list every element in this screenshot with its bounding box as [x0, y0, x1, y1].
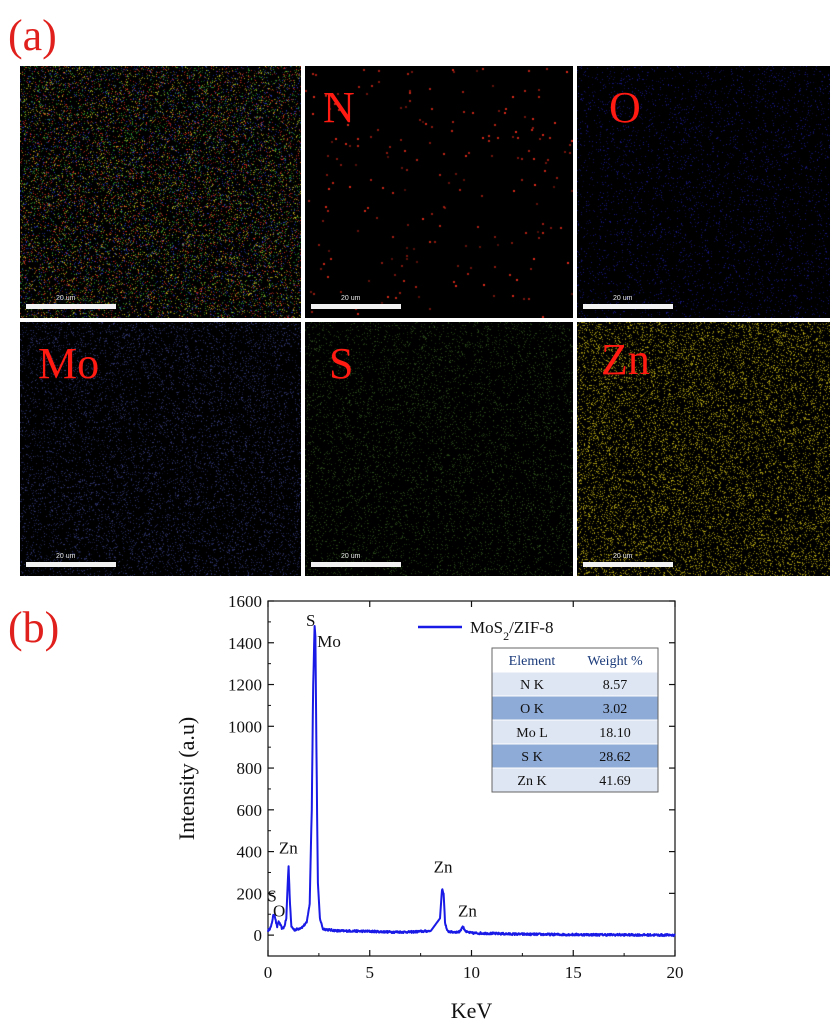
map-image — [305, 322, 573, 576]
table-cell: O K — [520, 702, 544, 717]
scale-label: 20 um — [341, 553, 361, 560]
y-tick-label: 1000 — [228, 717, 262, 736]
table-cell: 3.02 — [603, 702, 628, 717]
chart-axes: 0 5 10 15 2002004006008001000120014001600KeV… — [174, 592, 684, 1023]
peak-label: S — [267, 887, 276, 906]
table-cell: 28.62 — [599, 750, 631, 765]
table-cell: S K — [521, 750, 542, 765]
chart-series — [267, 625, 676, 938]
eds-map-s: S 20 um — [305, 322, 573, 576]
eds-map-zn: Zn 20 um — [577, 322, 830, 576]
map-element-label: Zn — [601, 335, 650, 384]
x-tick-label: 5 — [366, 963, 375, 982]
x-tick-label: 20 — [667, 963, 684, 982]
y-tick-label: 600 — [237, 801, 263, 820]
y-tick-label: 400 — [237, 843, 263, 862]
map-image — [577, 322, 830, 576]
table-cell: 18.10 — [599, 726, 631, 741]
scale-label: 20 um — [613, 553, 633, 560]
peak-label: Zn — [458, 901, 477, 920]
table-cell: 8.57 — [603, 678, 628, 693]
y-tick-label: 0 — [254, 926, 263, 945]
panel-a-label: (a) — [8, 11, 57, 60]
table-cell: 41.69 — [599, 774, 631, 789]
y-tick-label: 800 — [237, 759, 263, 778]
chart-legend: MoS2/ZIF-8 — [418, 618, 553, 643]
panel-b-label: (b) — [8, 603, 60, 652]
peak-label: Mo — [317, 632, 341, 651]
table-border — [491, 647, 659, 793]
eds-map-o: O 20 um — [577, 66, 830, 318]
peak-label: S — [306, 611, 315, 630]
scale-bar — [26, 304, 116, 309]
table-header: Weight % — [587, 654, 643, 669]
table-cell: Mo L — [516, 726, 548, 741]
y-tick-label: 1600 — [228, 592, 262, 611]
y-tick-label: 1400 — [228, 634, 262, 653]
x-tick-label: 15 — [565, 963, 582, 982]
scale-bar — [26, 562, 116, 567]
peak-label: O — [273, 901, 285, 920]
table-row — [491, 767, 659, 793]
map-element-label: O — [609, 83, 641, 132]
eds-map-n: N 20 um — [305, 66, 573, 318]
table-cell: N K — [520, 678, 544, 693]
y-axis-label: Intensity (a.u) — [174, 717, 199, 840]
legend-label: MoS2/ZIF-8 — [470, 618, 553, 643]
map-element-label: N — [323, 83, 355, 132]
scale-bar — [583, 304, 673, 309]
table-row — [491, 695, 659, 721]
map-image — [577, 66, 830, 318]
map-image — [305, 66, 573, 318]
eds-spectrum-chart: 0 5 10 15 2002004006008001000120014001600KeV… — [174, 592, 684, 1023]
eds-map-overlay: 20 um — [20, 66, 301, 318]
series-line — [267, 625, 676, 938]
table-header: Element — [509, 654, 556, 669]
scale-bar — [311, 562, 401, 567]
x-tick-label: 10 — [463, 963, 480, 982]
map-element-label: S — [329, 339, 354, 388]
scale-label: 20 um — [56, 295, 76, 302]
y-tick-label: 1200 — [228, 676, 262, 695]
scale-label: 20 um — [613, 295, 633, 302]
table-row — [491, 743, 659, 769]
y-tick-label: 200 — [237, 884, 263, 903]
peak-label: Zn — [279, 839, 298, 858]
scale-label: 20 um — [56, 553, 76, 560]
x-axis-label: KeV — [451, 998, 493, 1023]
scale-bar — [583, 562, 673, 567]
map-image — [20, 66, 301, 318]
table-row — [491, 671, 659, 697]
map-element-label: Mo — [38, 339, 100, 388]
x-tick-label: 0 — [264, 963, 273, 982]
scale-label: 20 um — [341, 295, 361, 302]
eds-map-mo: Mo 20 um — [20, 322, 301, 576]
weight-table: Element Weight % N K 8.57 O K 3.02 Mo L 18.10 S … — [491, 647, 659, 793]
scale-bar — [311, 304, 401, 309]
table-cell: Zn K — [517, 774, 546, 789]
map-image — [20, 322, 301, 576]
peak-label: Zn — [434, 857, 453, 876]
